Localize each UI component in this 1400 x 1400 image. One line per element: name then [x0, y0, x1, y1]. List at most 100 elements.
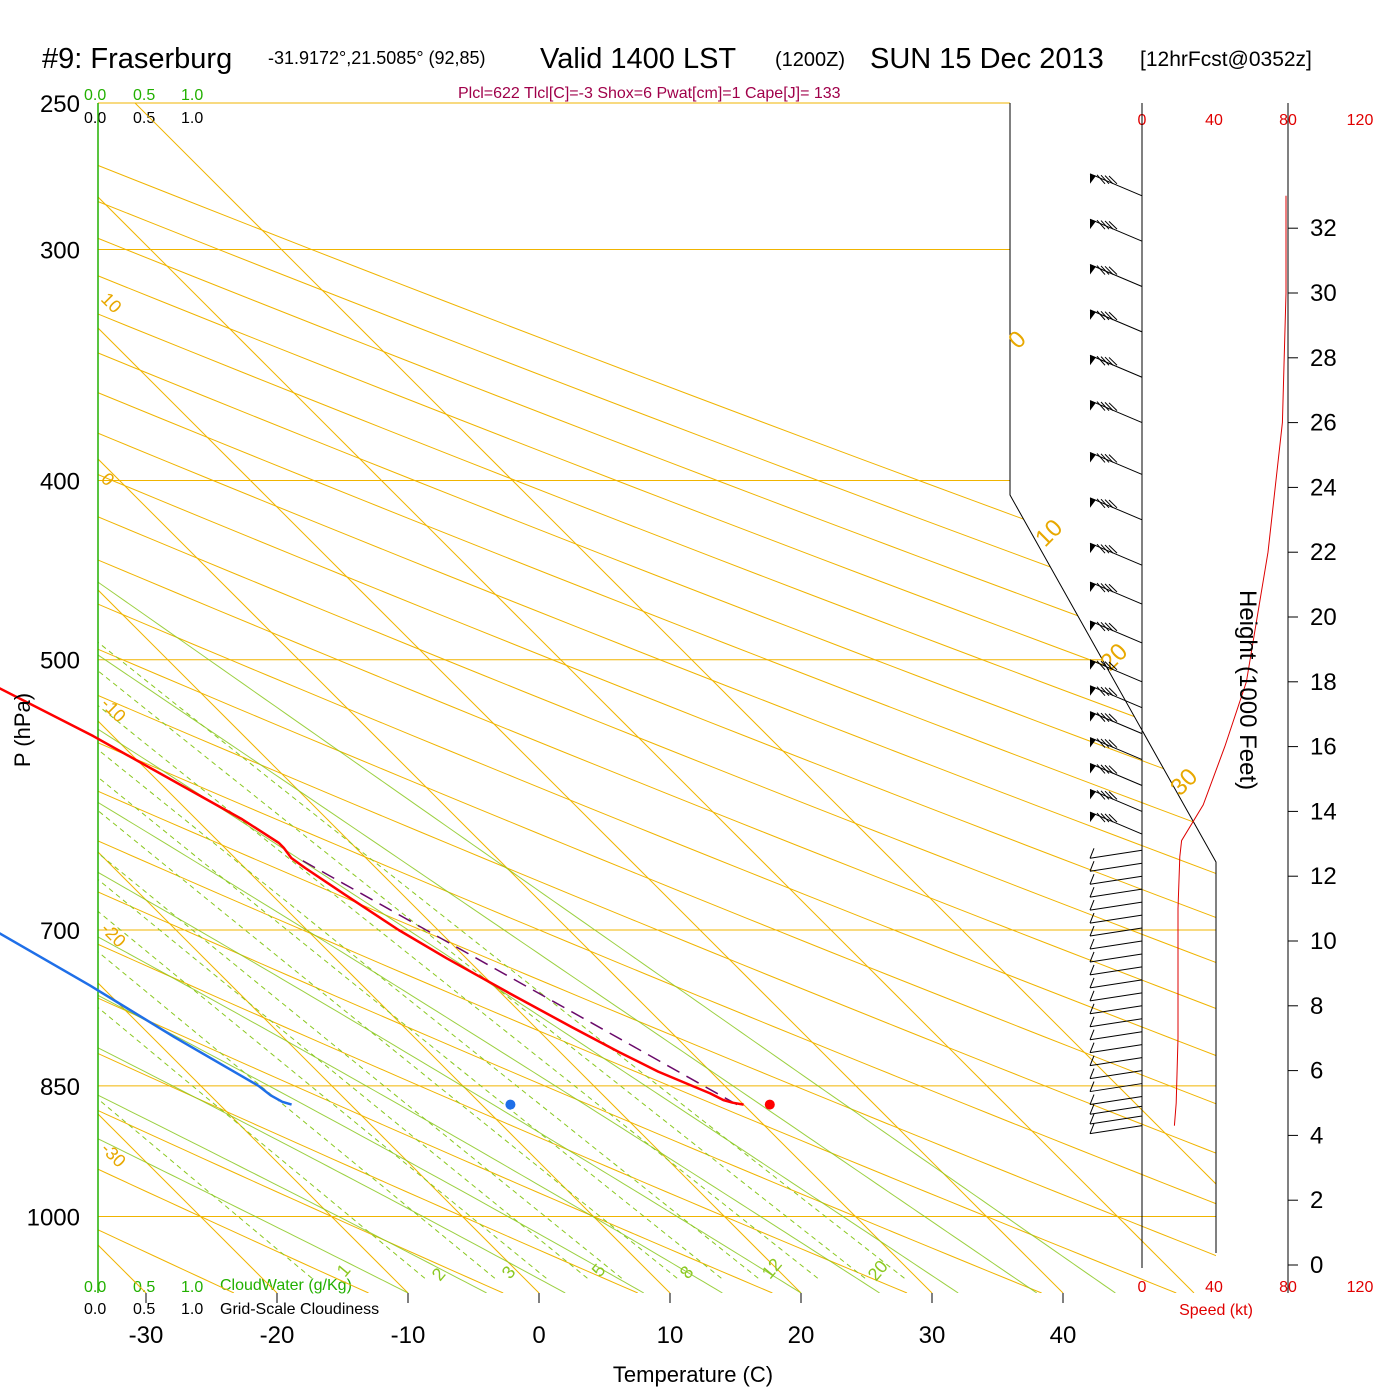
wind-barb-flag — [1090, 452, 1096, 463]
height-tick-label: 26 — [1310, 410, 1337, 437]
temperature-profile — [0, 687, 744, 1106]
cloud-scale-bottom-black-2: 1.0 — [181, 1301, 203, 1318]
wind-barb — [1089, 927, 1143, 937]
wind-barb-feather — [1089, 1094, 1095, 1105]
wind-barb-feather — [1104, 583, 1114, 593]
wind-barb-feather — [1100, 712, 1110, 722]
height-tick-label: 18 — [1310, 669, 1337, 696]
moist-adiabat — [98, 103, 1038, 1293]
dry-adiabat — [98, 103, 1216, 1293]
height-tick-label: 14 — [1310, 798, 1337, 825]
wind-barb-feather — [1096, 621, 1106, 632]
cloud-scale-bottom-black-1: 0.5 — [133, 1301, 155, 1318]
wind-barb-feather — [1108, 175, 1118, 185]
height-tick-label: 20 — [1310, 604, 1337, 631]
isotherm-label: -10 — [97, 694, 130, 727]
wind-barb-flag — [1090, 737, 1096, 748]
station-coords: -31.9172°,21.5085° (92,85) — [268, 48, 486, 68]
wind-barb — [1089, 849, 1143, 859]
dry-adiabat — [98, 103, 1216, 1293]
wind-barb — [1089, 1083, 1143, 1093]
wind-barb-feather — [1108, 687, 1118, 697]
x-axis-label: Temperature (C) — [613, 1362, 773, 1387]
wind-barb — [1089, 497, 1143, 521]
wind-barb — [1089, 1105, 1143, 1115]
mixing-ratio-label: 5 — [588, 1260, 610, 1281]
wind-barb-feather — [1096, 543, 1106, 554]
isotherm — [98, 103, 933, 1293]
height-tick-label: 28 — [1310, 345, 1337, 372]
wind-barb-feather — [1089, 977, 1095, 989]
isotherm — [98, 103, 409, 1293]
wind-barb-feather — [1100, 764, 1110, 774]
cloud-scale-bottom-green-0: 0.0 — [84, 1279, 106, 1296]
moist-adiabat — [98, 103, 802, 1293]
wind-barb — [1089, 451, 1143, 475]
isotherm — [134, 103, 1216, 1293]
pressure-tick-label: 500 — [40, 648, 80, 675]
wind-barb-feather — [1089, 1055, 1095, 1066]
isotherm-label: 10 — [97, 289, 125, 317]
pressure-tick-label: 250 — [40, 91, 80, 118]
isotherm — [98, 103, 802, 1293]
wind-barb-feather — [1100, 583, 1110, 593]
wind-barb-feather — [1089, 1042, 1095, 1053]
speed-bottom-tick-1: 40 — [1205, 1279, 1223, 1296]
wind-barb-feather — [1108, 713, 1118, 722]
wind-barb-feather — [1108, 266, 1118, 275]
wind-barb — [1089, 581, 1143, 605]
wind-barb-feather — [1089, 874, 1095, 885]
cloud-scale-bottom-black-0: 0.0 — [84, 1301, 106, 1318]
dry-adiabat — [98, 103, 1177, 1293]
mixing-ratio-line — [98, 480, 496, 1279]
cloud-scale-bottom-green-2: 1.0 — [181, 1279, 203, 1296]
wind-barb-feather — [1108, 765, 1118, 774]
wind-barb-feather — [1096, 310, 1106, 321]
wind-barb-feather — [1089, 1068, 1095, 1079]
height-tick-label: 24 — [1310, 474, 1337, 501]
wind-barb — [1089, 940, 1143, 950]
moist-adiabat — [98, 103, 645, 1293]
wind-barb-feather — [1089, 938, 1095, 950]
moist-adiabat — [98, 103, 1116, 1293]
isotherm-label: 0 — [97, 469, 118, 490]
wind-barb — [1089, 620, 1143, 644]
wind-barb-feather — [1104, 311, 1114, 321]
dry-adiabat — [98, 103, 1216, 1293]
height-tick-label: 16 — [1310, 734, 1337, 761]
wind-barb-feather — [1104, 499, 1114, 509]
wind-barb — [1089, 953, 1143, 963]
speed-label: Speed (kt) — [1179, 1302, 1253, 1319]
mixing-ratio-line — [98, 480, 905, 1279]
wind-barb-feather — [1100, 356, 1110, 366]
x-tick-label: 40 — [1050, 1322, 1077, 1349]
height-tick-label: 30 — [1310, 280, 1337, 307]
dry-adiabat — [98, 103, 1216, 1293]
wind-barb-flag — [1090, 711, 1096, 722]
wind-barb-feather — [1096, 498, 1106, 509]
wind-barb — [1089, 1125, 1143, 1135]
wind-barb-feather — [1104, 661, 1114, 671]
wind-barb-feather — [1104, 453, 1114, 463]
wind-barb-flag — [1090, 582, 1096, 593]
wind-barb — [1089, 1018, 1143, 1028]
dry-adiabat — [98, 103, 504, 1293]
mixing-ratio-label: 20 — [864, 1256, 892, 1284]
wind-barb-feather — [1096, 660, 1106, 671]
mixing-ratio-line — [98, 480, 588, 1279]
wind-barb-feather — [1108, 454, 1118, 463]
isotherm — [98, 103, 671, 1293]
wind-barb — [1089, 659, 1143, 683]
wind-barb-feather — [1089, 848, 1095, 859]
utc-time: (1200Z) — [775, 49, 845, 71]
height-tick-label: 22 — [1310, 539, 1337, 566]
wind-barb — [1089, 1031, 1143, 1041]
height-tick-label: 10 — [1310, 928, 1337, 955]
speed-top-tick-3: 120 — [1347, 112, 1374, 129]
dry-adiabat — [98, 103, 1216, 1293]
dry-adiabat — [98, 103, 1216, 1293]
cloud-scale-top: 0.0 0.5 1.0 0.0 0.5 1.0 — [84, 87, 203, 127]
wind-barb-feather — [1096, 812, 1106, 823]
wind-barb-feather — [1104, 739, 1114, 748]
moist-adiabat — [98, 103, 880, 1293]
